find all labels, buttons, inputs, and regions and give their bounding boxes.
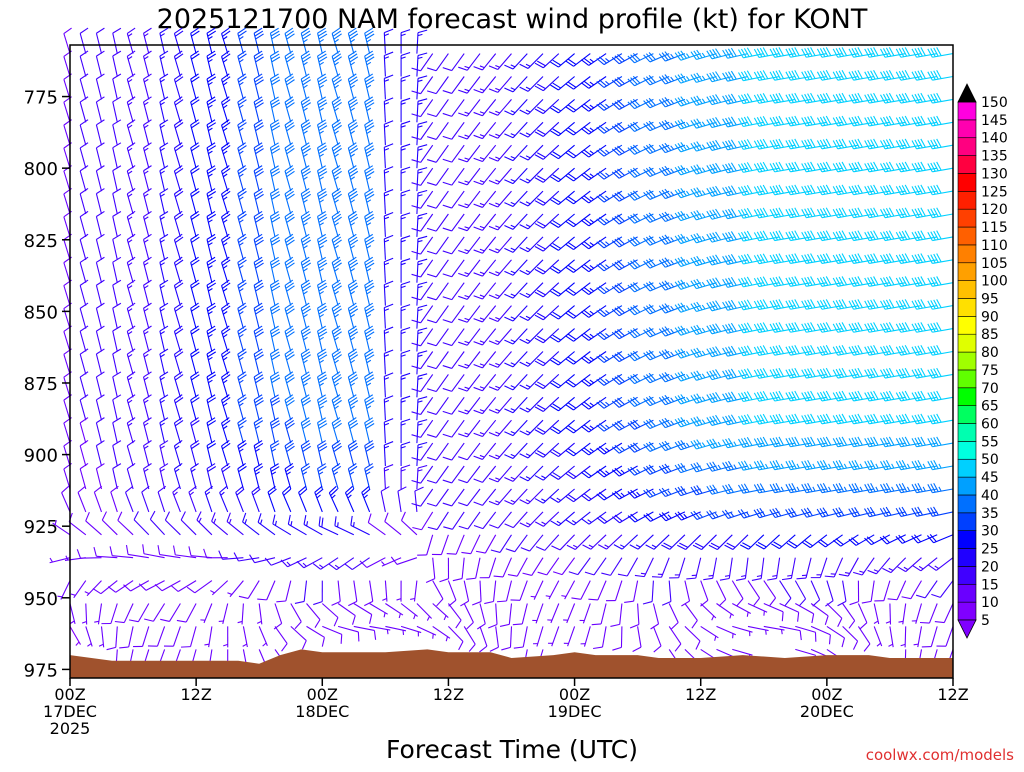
barb-stem — [64, 400, 70, 420]
barb-stem — [64, 446, 70, 466]
barb-half-flag — [128, 34, 133, 37]
barb-flag — [126, 28, 135, 33]
barb-flag — [60, 486, 69, 492]
barb-stem — [64, 125, 70, 145]
barb-stem — [64, 331, 70, 351]
plot-area — [49, 28, 953, 678]
barb-stem — [64, 240, 70, 260]
barb-stem — [64, 263, 70, 283]
barb-stem — [64, 56, 70, 76]
barb-flag — [63, 28, 72, 34]
barb-stem — [61, 581, 70, 600]
barb-flag — [96, 28, 105, 33]
barb-stem — [64, 171, 70, 191]
barb-stem — [64, 377, 70, 397]
barb-stem — [64, 286, 70, 306]
wind-barb — [57, 579, 70, 600]
barb-stem — [64, 194, 70, 214]
barb-half-flag — [303, 39, 308, 42]
chart-title: 2025121700 NAM forecast wind profile (kt… — [157, 4, 868, 35]
barb-stem — [64, 354, 70, 374]
barb-flag — [112, 28, 121, 33]
barb-half-flag — [144, 34, 149, 37]
barb-stem — [64, 423, 70, 443]
barb-flag — [143, 28, 152, 33]
barb-stem — [62, 493, 70, 512]
barb-half-flag — [50, 558, 53, 563]
barb-stem — [64, 102, 70, 122]
barb-stem — [64, 34, 70, 54]
barb-half-flag — [350, 39, 355, 42]
barb-stem — [64, 148, 70, 168]
barb-flag — [79, 28, 88, 33]
barb-stem — [81, 558, 102, 559]
barb-half-flag — [208, 37, 213, 40]
barb-half-flag — [319, 39, 324, 41]
barb-half-flag — [223, 37, 228, 40]
barb-half-flag — [334, 39, 339, 42]
barb-half-flag — [239, 36, 244, 39]
barb-stem — [64, 217, 70, 237]
barb-stem — [64, 469, 70, 489]
barb-half-flag — [366, 39, 371, 42]
